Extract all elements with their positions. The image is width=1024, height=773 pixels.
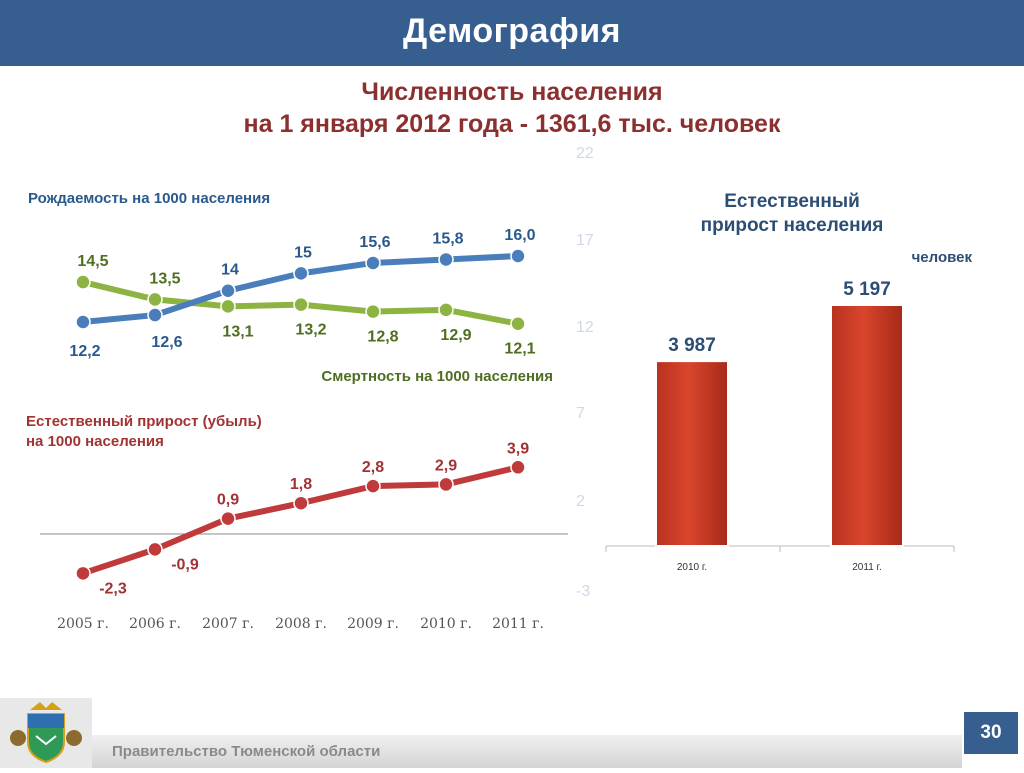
growth-point bbox=[365, 478, 381, 494]
footer-text: Правительство Тюменской области bbox=[112, 743, 381, 760]
death-point bbox=[365, 303, 381, 320]
death-data-label: 13,5 bbox=[149, 270, 180, 287]
subtitle-line2: на 1 января 2012 года - 1361,6 тыс. чело… bbox=[243, 110, 781, 138]
death-data-label: 13,2 bbox=[295, 322, 326, 339]
death-data-label: 12,1 bbox=[504, 341, 535, 358]
x-tick-label: 2007 г. bbox=[202, 616, 254, 632]
bar-category-label: 2011 г. bbox=[852, 562, 882, 573]
bar-unit-label: человек bbox=[912, 249, 973, 266]
bar bbox=[830, 304, 904, 547]
growth-data-label: 2,9 bbox=[435, 457, 457, 474]
death-point bbox=[75, 274, 91, 290]
bar-title-line2: прирост населения bbox=[701, 215, 884, 236]
birth-data-label: 15,8 bbox=[432, 230, 463, 247]
growth-point bbox=[220, 510, 236, 527]
birth-point bbox=[510, 248, 526, 264]
birth-point bbox=[438, 251, 454, 268]
x-tick-label: 2008 г. bbox=[275, 616, 327, 632]
bar-value-label: 5 197 bbox=[843, 279, 891, 300]
death-data-label: 13,1 bbox=[222, 323, 253, 340]
axis-tick-label: 2 bbox=[576, 493, 585, 510]
birth-data-label: 14 bbox=[221, 262, 239, 279]
footer-bar bbox=[92, 735, 962, 768]
growth-title-line2: на 1000 населения bbox=[26, 433, 164, 450]
birth-data-label: 15 bbox=[294, 244, 312, 261]
death-point bbox=[293, 296, 309, 313]
bar-title-line1: Естественный bbox=[724, 191, 860, 212]
x-tick-label: 2006 г. bbox=[129, 616, 181, 632]
subtitle-line1: Численность населения bbox=[361, 78, 663, 106]
growth-point bbox=[510, 459, 526, 476]
birth-point bbox=[293, 265, 309, 282]
x-tick-label: 2009 г. bbox=[347, 616, 399, 632]
birth-data-label: 12,6 bbox=[151, 334, 182, 351]
death-point bbox=[147, 291, 163, 308]
growth-data-label: 0,9 bbox=[217, 492, 239, 509]
birth-point bbox=[220, 282, 236, 299]
x-tick-label: 2011 г. bbox=[492, 616, 544, 632]
death-point bbox=[438, 302, 454, 318]
death-data-label: 14,5 bbox=[77, 253, 108, 270]
growth-point bbox=[75, 565, 91, 582]
growth-point bbox=[438, 476, 454, 493]
charts-area: Рождаемость на 1000 населения Смертность … bbox=[26, 145, 973, 632]
bar bbox=[655, 360, 729, 547]
header-bar bbox=[0, 0, 1024, 66]
death-data-label: 12,9 bbox=[440, 327, 471, 344]
axis-tick-label: -3 bbox=[576, 583, 590, 600]
birth-point bbox=[75, 314, 91, 330]
death-point bbox=[510, 315, 526, 332]
growth-title-line1: Естественный прирост (убыль) bbox=[26, 413, 262, 430]
bar-value-label: 3 987 bbox=[668, 335, 716, 356]
emblem-box bbox=[0, 698, 92, 768]
page-number: 30 bbox=[964, 712, 1018, 754]
death-data-label: 12,8 bbox=[367, 329, 398, 346]
birth-point bbox=[147, 307, 163, 323]
death-point bbox=[220, 298, 236, 315]
x-tick-label: 2010 г. bbox=[420, 616, 472, 632]
growth-point bbox=[293, 495, 309, 511]
growth-data-label: 1,8 bbox=[290, 476, 312, 493]
axis-tick-label: 22 bbox=[576, 145, 594, 162]
axis-tick-label: 7 bbox=[576, 405, 585, 422]
page-title: Демография bbox=[403, 12, 621, 50]
axis-tick-label: 17 bbox=[576, 232, 594, 249]
death-series-label: Смертность на 1000 населения bbox=[321, 368, 553, 385]
coat-of-arms-icon bbox=[10, 702, 82, 764]
birth-data-label: 15,6 bbox=[359, 234, 390, 251]
growth-data-label: -2,3 bbox=[99, 580, 127, 597]
birth-series-label: Рождаемость на 1000 населения bbox=[28, 190, 270, 207]
birth-data-label: 12,2 bbox=[69, 343, 100, 360]
birth-data-label: 16,0 bbox=[504, 227, 535, 244]
bar-category-label: 2010 г. bbox=[677, 562, 707, 573]
growth-data-label: 2,8 bbox=[362, 459, 384, 476]
birth-point bbox=[365, 255, 381, 271]
growth-data-label: 3,9 bbox=[507, 440, 529, 457]
axis-tick-label: 12 bbox=[576, 319, 594, 336]
x-tick-label: 2005 г. bbox=[57, 616, 109, 632]
growth-data-label: -0,9 bbox=[171, 556, 199, 573]
growth-point bbox=[147, 541, 163, 558]
